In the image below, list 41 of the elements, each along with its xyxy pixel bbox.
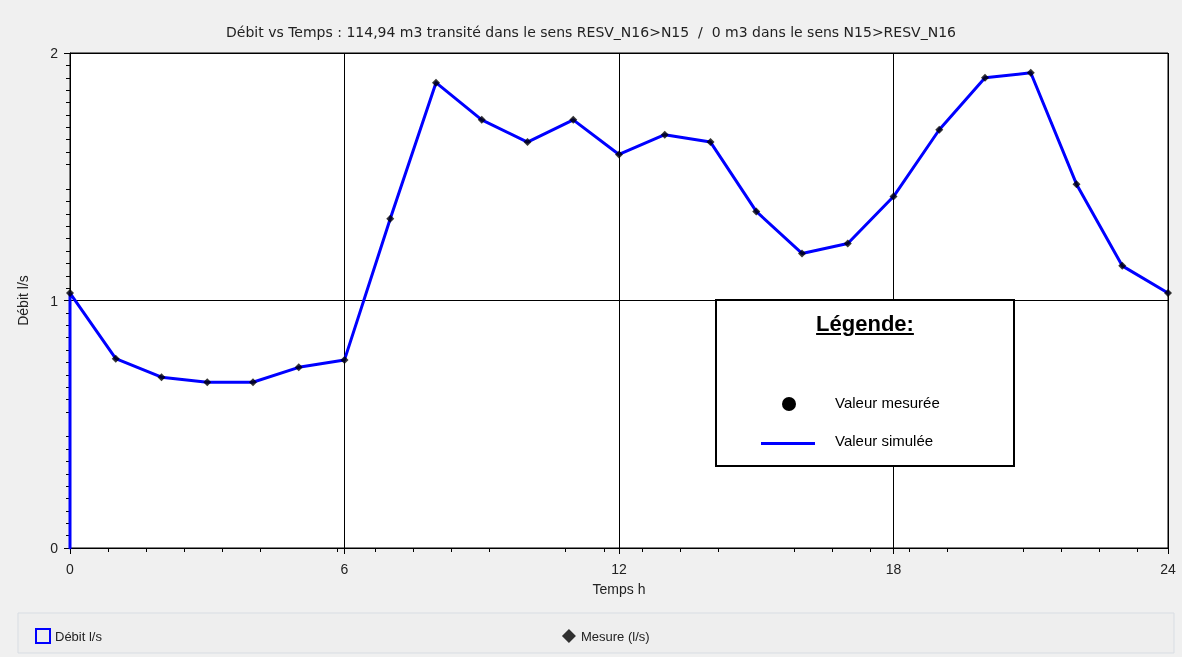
point <box>981 73 989 82</box>
point <box>249 378 257 387</box>
x-tick-label: 24 <box>1160 561 1176 577</box>
chart-title: Débit vs Temps : 114,94 m3 transité dans le sens RESV_N16>N15 / 0 m3 dans le sens N15>RESV_N16 <box>226 24 957 40</box>
point <box>1072 180 1081 189</box>
point <box>1164 289 1172 298</box>
point <box>660 130 669 139</box>
legend-label: Débit l/s <box>55 628 103 644</box>
point <box>477 115 486 124</box>
point <box>203 378 212 387</box>
point <box>340 355 349 364</box>
legend-panel: Légende: Valeur mesurée Valeur simulée <box>715 299 1015 467</box>
point <box>157 373 166 382</box>
annotation: Valeur simulée <box>835 432 934 449</box>
point <box>1118 261 1127 270</box>
point <box>432 78 440 87</box>
point <box>843 239 852 248</box>
point <box>386 214 395 223</box>
annotation: Valeur mesurée <box>835 394 940 411</box>
x-tick-label: 18 <box>885 561 902 577</box>
y-axis-title: Débit l/s <box>15 275 31 326</box>
point <box>706 138 715 147</box>
point <box>752 207 761 216</box>
x-tick-label: 12 <box>611 561 627 577</box>
point <box>111 354 120 363</box>
y-tick-label: 1 <box>50 292 59 309</box>
y-tick-label: 0 <box>50 540 59 556</box>
y-tick-label: 2 <box>50 45 59 61</box>
legend-label: Mesure (l/s) <box>580 628 650 644</box>
x-tick-label: 6 <box>340 561 349 577</box>
point <box>889 192 898 201</box>
x-axis-title: Temps h <box>592 581 646 597</box>
point <box>935 125 944 134</box>
point <box>569 115 578 124</box>
point <box>798 249 806 258</box>
annotation: Légende: <box>815 311 915 337</box>
point <box>523 138 532 147</box>
x-tick-label: 0 <box>66 561 75 577</box>
point <box>615 150 623 159</box>
point <box>294 363 303 372</box>
point <box>1026 68 1035 77</box>
